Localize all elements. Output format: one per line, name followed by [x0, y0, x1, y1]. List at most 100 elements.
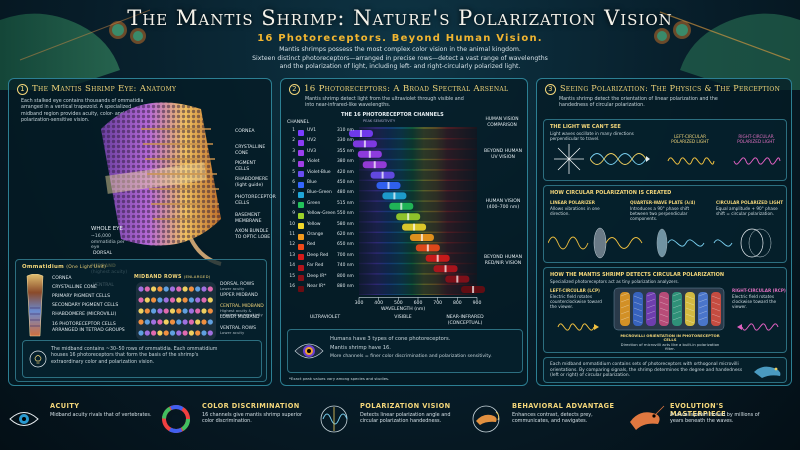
microvilli-stripe — [646, 304, 656, 309]
ommatidium-dot — [163, 286, 169, 292]
channel-swatch — [298, 285, 304, 292]
intro-line: Mantis shrimps possess the most complex … — [279, 46, 521, 53]
ommatidium-dot — [157, 319, 163, 325]
feature-shrimp: EVOLUTION'S MASTERPIECE A visual system h… — [628, 396, 778, 446]
x-tick-label: 500 — [393, 301, 403, 307]
microvilli-stripe — [659, 307, 669, 312]
ommatidium-dot — [169, 330, 176, 336]
microvilli-stripe — [646, 310, 656, 315]
channel-peak-marker — [373, 161, 376, 169]
mantis-shrimp-illustration-right — [654, 11, 800, 90]
microvilli-stripe — [685, 313, 695, 318]
linear-polarizer-text: Allows vibrations in one direction. — [550, 206, 600, 217]
ommatidium-dot — [188, 330, 194, 336]
microvilli-stripe — [672, 310, 682, 315]
comparison-label: BEYOND HUMAN RED/NIR VISION — [483, 255, 523, 266]
ommatidium-dot — [207, 286, 213, 292]
ommatidium-dot — [144, 286, 150, 292]
ommatidium-dot — [157, 297, 163, 303]
channel-name: Deep IR* — [307, 273, 327, 279]
lcp-spiral-icon — [557, 323, 599, 331]
ommatidium-title-text: Ommatidium — [22, 264, 65, 270]
x-tick-label: 700 — [433, 301, 443, 307]
anatomy-label: BASEMENT MEMBRANE — [235, 213, 262, 224]
unpolarized-light-icon — [554, 144, 584, 174]
feature-text: 16 channels give mantis shrimp superior … — [202, 412, 302, 425]
microvilli-stripe — [633, 319, 643, 324]
intro-line: Sixteen distinct photoreceptors—arranged… — [252, 54, 548, 62]
microvilli-stripe — [620, 304, 630, 309]
ommatidium-part-label: CRYSTALLINE CONE — [52, 285, 97, 290]
microvilli-stripe — [698, 304, 708, 309]
ommatidium-dot — [144, 308, 150, 314]
channel-name: UV3 — [307, 148, 317, 154]
intro-line: and the polarization of light, including… — [279, 63, 521, 71]
ommatidium-dot — [163, 319, 169, 325]
channel-peak-marker — [363, 140, 366, 148]
polarizer-diagram — [548, 227, 772, 259]
ommatidium-dot — [182, 319, 188, 325]
channel-name: Near IR* — [307, 284, 326, 289]
ommatidium-illustration — [26, 274, 44, 337]
channel-swatch — [298, 264, 304, 271]
ommatidium-dot — [195, 319, 201, 325]
spectrum-chart — [348, 127, 486, 301]
panel-polarization-title: 3 Seeing Polarization: The Physics & The … — [545, 84, 780, 95]
shrimp-icon — [630, 405, 665, 430]
ommatidium-dot — [188, 297, 194, 303]
ommatidium-part-label: RHABDOMERE (MICROVILLI) — [52, 312, 117, 317]
channel-swatch — [298, 171, 304, 178]
microvilli-label: MICROVILLI ORIENTATION IN PHOTORECEPTOR … — [620, 333, 720, 343]
midband-row-name: UPPER MIDBAND — [220, 293, 258, 298]
channel-row-bg — [359, 149, 477, 159]
feature-polarization: POLARIZATION VISION Detects linear polari… — [318, 396, 468, 446]
photoreceptor-cell — [633, 292, 643, 326]
feature-title: EVOLUTION'S MASTERPIECE — [670, 402, 727, 418]
midband-row-note: Lower acuity — [220, 286, 245, 291]
panel-anatomy-title: 1 The Mantis Shrimp Eye: Anatomy — [17, 84, 176, 95]
quarter-wave-text: Introduces a 90° phase shift between two… — [630, 206, 690, 222]
photoreceptor-cell — [646, 292, 656, 326]
channel-row-bg — [359, 253, 477, 263]
microvilli-stripe — [711, 319, 721, 324]
whole-eye-label: WHOLE EYE — [91, 226, 123, 232]
channel-row-bg — [359, 191, 477, 201]
channel-name: Deep Red — [307, 252, 329, 258]
feature-eye: ACUITY Midband acuity rivals that of vert… — [8, 396, 158, 446]
ommatidium-dot — [182, 330, 188, 336]
photoreceptor-cell — [711, 292, 721, 326]
panel-photoreceptors-text: Mantis shrimp detect light from the ultr… — [305, 97, 464, 109]
channel-number: 1 — [292, 128, 295, 133]
channel-number: 3 — [292, 148, 295, 154]
anatomy-label: RHABDOMERE (light guide) — [235, 177, 269, 188]
microvilli-stripe — [620, 310, 630, 315]
channel-name: Blue — [307, 180, 317, 185]
panel-number: 2 — [289, 84, 300, 95]
microvilli-stripe — [646, 316, 656, 321]
microvilli-stripe — [633, 307, 643, 312]
microvilli-stripe — [620, 298, 630, 303]
channel-name: Green — [307, 200, 321, 206]
channel-peak-marker — [413, 223, 416, 231]
microvilli-stripe — [711, 301, 721, 306]
polarization-icon — [320, 405, 348, 433]
channel-peak: 450 nm — [337, 180, 354, 185]
mantis-shrimp-illustration-left — [0, 9, 151, 90]
channel-peak: 700 nm — [337, 252, 354, 258]
midband-rows-illustration — [136, 282, 216, 340]
rcp-label: RIGHT-CIRCULAR (RCP) — [732, 288, 786, 293]
feature-title: ACUITY — [50, 402, 80, 410]
channel-swatch — [298, 223, 304, 230]
ommatidium-dot — [207, 297, 213, 303]
ommatidium-part-label: 16 PHOTORECEPTOR CELLS ARRANGED IN TETRA… — [52, 322, 125, 333]
microvilli-stripe — [659, 295, 669, 300]
lcp-text: Electric field rotates counterclockwise … — [550, 294, 602, 310]
microvilli-stripe — [659, 319, 669, 324]
ommatidium-dot — [138, 319, 144, 325]
ommatidium-dot — [195, 286, 201, 292]
table-title: THE 16 PHOTORECEPTOR CHANNELS — [341, 112, 444, 118]
ommatidium-note-card: The midband contains ~30–50 rows of omma… — [22, 340, 262, 378]
microvilli-stripe — [685, 301, 695, 306]
midband-row-name: VENTRAL ROWS — [220, 326, 256, 331]
feature-text: Enhances contrast, detects prey, communi… — [512, 412, 593, 425]
